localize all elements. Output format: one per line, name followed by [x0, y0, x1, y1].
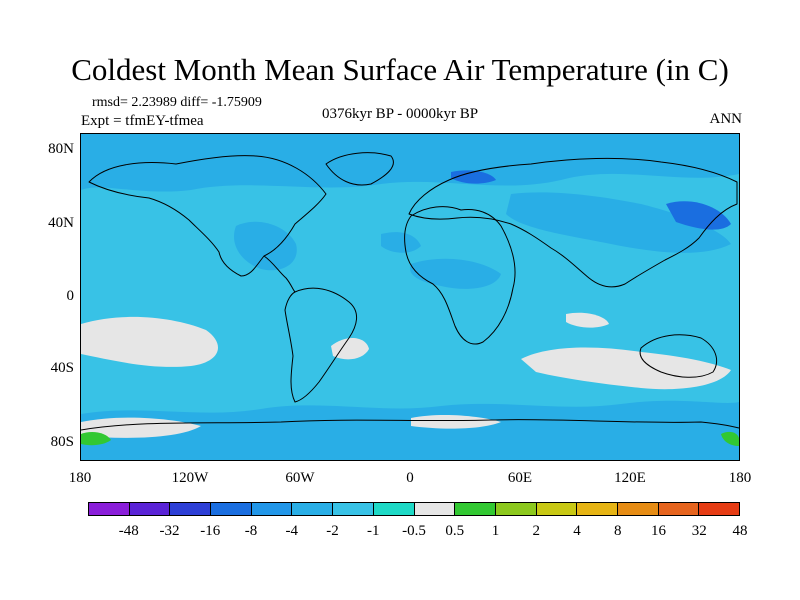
- atlantic-cooling: [381, 232, 421, 253]
- lon-label-120w: 120W: [171, 470, 209, 486]
- east-asia-strong-cooling: [666, 201, 731, 230]
- colorbar-swatch: [699, 503, 739, 515]
- coastlines: [81, 152, 739, 431]
- ross-sea-warming-east: [721, 431, 739, 446]
- colorbar-tick-label: -4: [285, 523, 299, 539]
- neutral-zones: [81, 312, 731, 438]
- colorbar-swatch: [495, 503, 537, 515]
- scandinavia-strong-cooling: [451, 170, 496, 184]
- lat-label-40s: 40S: [50, 360, 74, 376]
- lon-label-60w: 60W: [285, 470, 315, 486]
- colorbar-swatch: [89, 503, 130, 515]
- colorbar-tick-label: 4: [573, 523, 581, 539]
- lat-label-40n: 40N: [48, 215, 74, 231]
- strong-cooling-patches: [451, 170, 731, 230]
- colorbar-tick-label: -1: [367, 523, 380, 539]
- lat-label-equator: 0: [66, 288, 75, 304]
- colorbar-swatch: [536, 503, 578, 515]
- colorbar-swatch: [658, 503, 700, 515]
- season-label: ANN: [709, 111, 743, 127]
- colorbar-swatch: [333, 503, 374, 515]
- colorbar-swatch: [455, 503, 496, 515]
- period-label: 0376kyr BP - 0000kyr BP: [321, 106, 479, 122]
- lon-label-0: 0: [406, 470, 414, 486]
- experiment-label: Expt = tfmEY-tfmea: [81, 113, 204, 129]
- antarctic-neutral-center: [411, 415, 501, 429]
- colorbar-tick-label: 32: [691, 523, 707, 539]
- southern-ocean-cooling: [81, 400, 739, 460]
- colorbar-tick-label: -32: [159, 523, 180, 539]
- colorbar-tick-label: 16: [651, 523, 666, 539]
- colorbar-swatch: [414, 503, 456, 515]
- indian-ocean-neutral: [521, 347, 731, 390]
- colorbar-tick-label: 0.5: [445, 523, 465, 539]
- colorbar-tick-label: 48: [732, 523, 748, 539]
- lon-label-120e: 120E: [614, 470, 646, 486]
- east-indian-neutral: [566, 312, 609, 328]
- colorbar-tick-label: 1: [491, 523, 500, 539]
- colorbar-swatch: [577, 503, 618, 515]
- rmsd-diff-text: rmsd= 2.23989 diff= -1.75909: [92, 95, 262, 110]
- africa-outline: [404, 206, 516, 345]
- colorbar-swatch: [373, 503, 415, 515]
- australia-outline: [639, 334, 717, 378]
- colorbar-swatch: [251, 503, 293, 515]
- cooling-patches: [81, 134, 739, 460]
- south-america-outline: [284, 287, 357, 403]
- colorbar-swatch: [617, 503, 659, 515]
- south-atlantic-neutral: [331, 338, 369, 360]
- colorbar: [88, 502, 740, 516]
- lon-label-60e: 60E: [507, 470, 533, 486]
- lon-label-180w: 180: [68, 470, 92, 486]
- map-panel: [80, 133, 740, 461]
- colorbar-swatch: [129, 503, 171, 515]
- africa-cooling: [410, 258, 501, 289]
- central-america-outline: [263, 255, 296, 293]
- colorbar-tick-label: -8: [244, 523, 258, 539]
- plot-title: Coldest Month Mean Surface Air Temperatu…: [71, 52, 729, 87]
- colorbar-tick-label: -2: [326, 523, 339, 539]
- colorbar-tick-label: -0.5: [402, 523, 426, 539]
- eurasia-outline: [408, 157, 738, 288]
- greenland-outline: [325, 152, 394, 186]
- warming-spots: [81, 431, 739, 446]
- south-pacific-neutral: [81, 316, 218, 367]
- colorbar-swatch: [211, 503, 252, 515]
- lon-label-180e: 180: [728, 470, 752, 486]
- north-america-outline: [88, 155, 327, 277]
- colorbar-tick-label: 8: [614, 523, 622, 539]
- colorbar-swatch: [292, 503, 334, 515]
- colorbar-tick-label: -16: [200, 523, 221, 539]
- lat-label-80s: 80S: [50, 434, 74, 450]
- temperature-anomaly-map: [81, 134, 739, 460]
- arctic-cooling: [81, 134, 739, 192]
- lat-label-80n: 80N: [48, 141, 74, 157]
- ross-sea-warming: [81, 432, 111, 446]
- colorbar-swatch: [170, 503, 212, 515]
- colorbar-tick-label: 2: [532, 523, 541, 539]
- asia-cooling: [506, 192, 731, 253]
- colorbar-tick-label: -48: [118, 523, 139, 539]
- antarctica-outline: [81, 419, 739, 431]
- north-america-cooling: [233, 221, 297, 271]
